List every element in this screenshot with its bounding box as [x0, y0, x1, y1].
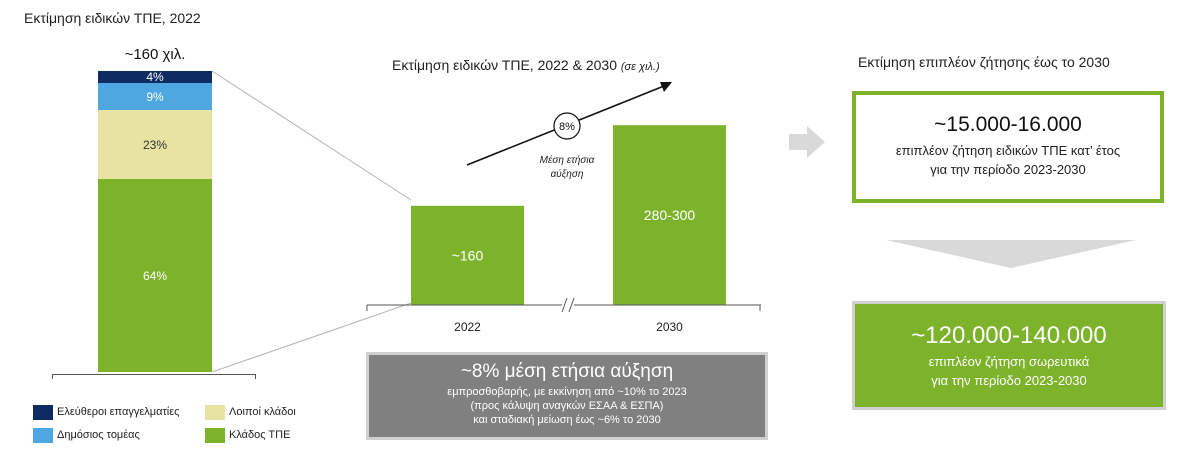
stacked-axis-line	[52, 374, 256, 375]
stacked-segment	[98, 179, 212, 372]
growth-rate-circle	[553, 112, 581, 140]
down-arrow-icon	[886, 240, 1136, 268]
bar-2022	[411, 205, 524, 305]
middle-title-unit: (σε χιλ.)	[620, 61, 660, 73]
growth-box-line: εμπροσθοβαρής, με εκκίνηση από ~10% το 2…	[447, 386, 687, 398]
stacked-axis-tick-right	[255, 374, 256, 379]
connector-line-bottom	[211, 302, 412, 373]
right-section-title: Εκτίμηση επιπλέον ζήτησης έως το 2030	[858, 54, 1110, 70]
legend-swatch-public-sector	[33, 428, 53, 443]
annual-demand-box: ~15.000-16.000 επιπλέον ζήτηση ειδικών Τ…	[852, 91, 1164, 203]
bar-value-label: ~160	[452, 247, 484, 263]
x-tick-label: 2022	[454, 320, 481, 334]
growth-caption-line1: Μέση ετήσια	[540, 154, 595, 166]
stacked-bar: 64% 23% 9% 4%	[98, 70, 212, 372]
right-arrow-icon	[789, 126, 825, 158]
stacked-segment-label: 4%	[146, 70, 164, 85]
stacked-segment-label: 9%	[146, 89, 164, 104]
x-tick-label: 2030	[656, 320, 683, 334]
cumulative-demand-box: ~120.000-140.000 επιπλέον ζήτηση σωρευτι…	[852, 301, 1166, 410]
stacked-axis-tick-left	[52, 374, 53, 379]
legend-label-freelancers: Ελεύθεροι επαγγελματίες	[57, 406, 180, 418]
cumulative-demand-headline: ~120.000-140.000	[911, 322, 1107, 349]
stacked-segment	[98, 71, 212, 84]
legend-label-public-sector: Δημόσιος τομέας	[57, 429, 140, 441]
legend-swatch-freelancers	[33, 405, 53, 420]
annual-demand-line: για την περίοδο 2023-2030	[930, 162, 1086, 177]
legend-swatch-ict-sector	[205, 428, 225, 443]
axis-break-mark	[561, 297, 568, 313]
growth-box-headline: ~8% μέση ετήσια αύξηση	[460, 361, 674, 382]
annual-demand-line: επιπλέον ζήτηση ειδικών ΤΠΕ κατ’ έτος	[895, 143, 1121, 158]
left-chart-title: Εκτίμηση ειδικών ΤΠΕ, 2022	[24, 10, 201, 26]
connector-line-top	[211, 70, 412, 201]
growth-caption-line2: αύξηση	[551, 168, 584, 180]
middle-chart-title: Εκτίμηση ειδικών ΤΠΕ, 2022 & 2030 (σε χι…	[392, 57, 660, 73]
growth-box-line: (προς κάλυψη αναγκών ΕΣΑΑ & ΕΣΠΑ)	[470, 400, 664, 412]
legend-label-other-sectors: Λοιποί κλάδοι	[229, 406, 296, 418]
legend-label-ict-sector: Κλάδος ΤΠΕ	[229, 429, 291, 441]
middle-title-text: Εκτίμηση ειδικών ΤΠΕ, 2022 & 2030	[392, 57, 617, 73]
annual-demand-headline: ~15.000-16.000	[934, 113, 1082, 136]
axis-break-gap	[562, 298, 574, 312]
stacked-segment	[98, 83, 212, 111]
bar-value-label: 280-300	[644, 207, 696, 223]
growth-rate-label: 8%	[559, 121, 575, 133]
cumulative-demand-line: επιπλέον ζήτηση σωρευτικά	[928, 354, 1090, 369]
growth-arrowhead	[660, 82, 672, 92]
growth-box-line: και σταδιακή μείωση έως ~6% το 2030	[473, 414, 661, 426]
bar-2030	[613, 125, 726, 305]
legend-swatch-other-sectors	[205, 405, 225, 420]
axis-break-mark	[568, 297, 575, 313]
stacked-segment-label: 64%	[142, 268, 168, 283]
stacked-segment	[98, 110, 212, 180]
stacked-segment-label: 23%	[142, 137, 168, 152]
stacked-total-label: ~160 χιλ.	[124, 46, 186, 63]
cumulative-demand-line: για την περίοδο 2023-2030	[931, 373, 1087, 388]
growth-summary-box: ~8% μέση ετήσια αύξηση εμπροσθοβαρής, με…	[366, 352, 768, 440]
